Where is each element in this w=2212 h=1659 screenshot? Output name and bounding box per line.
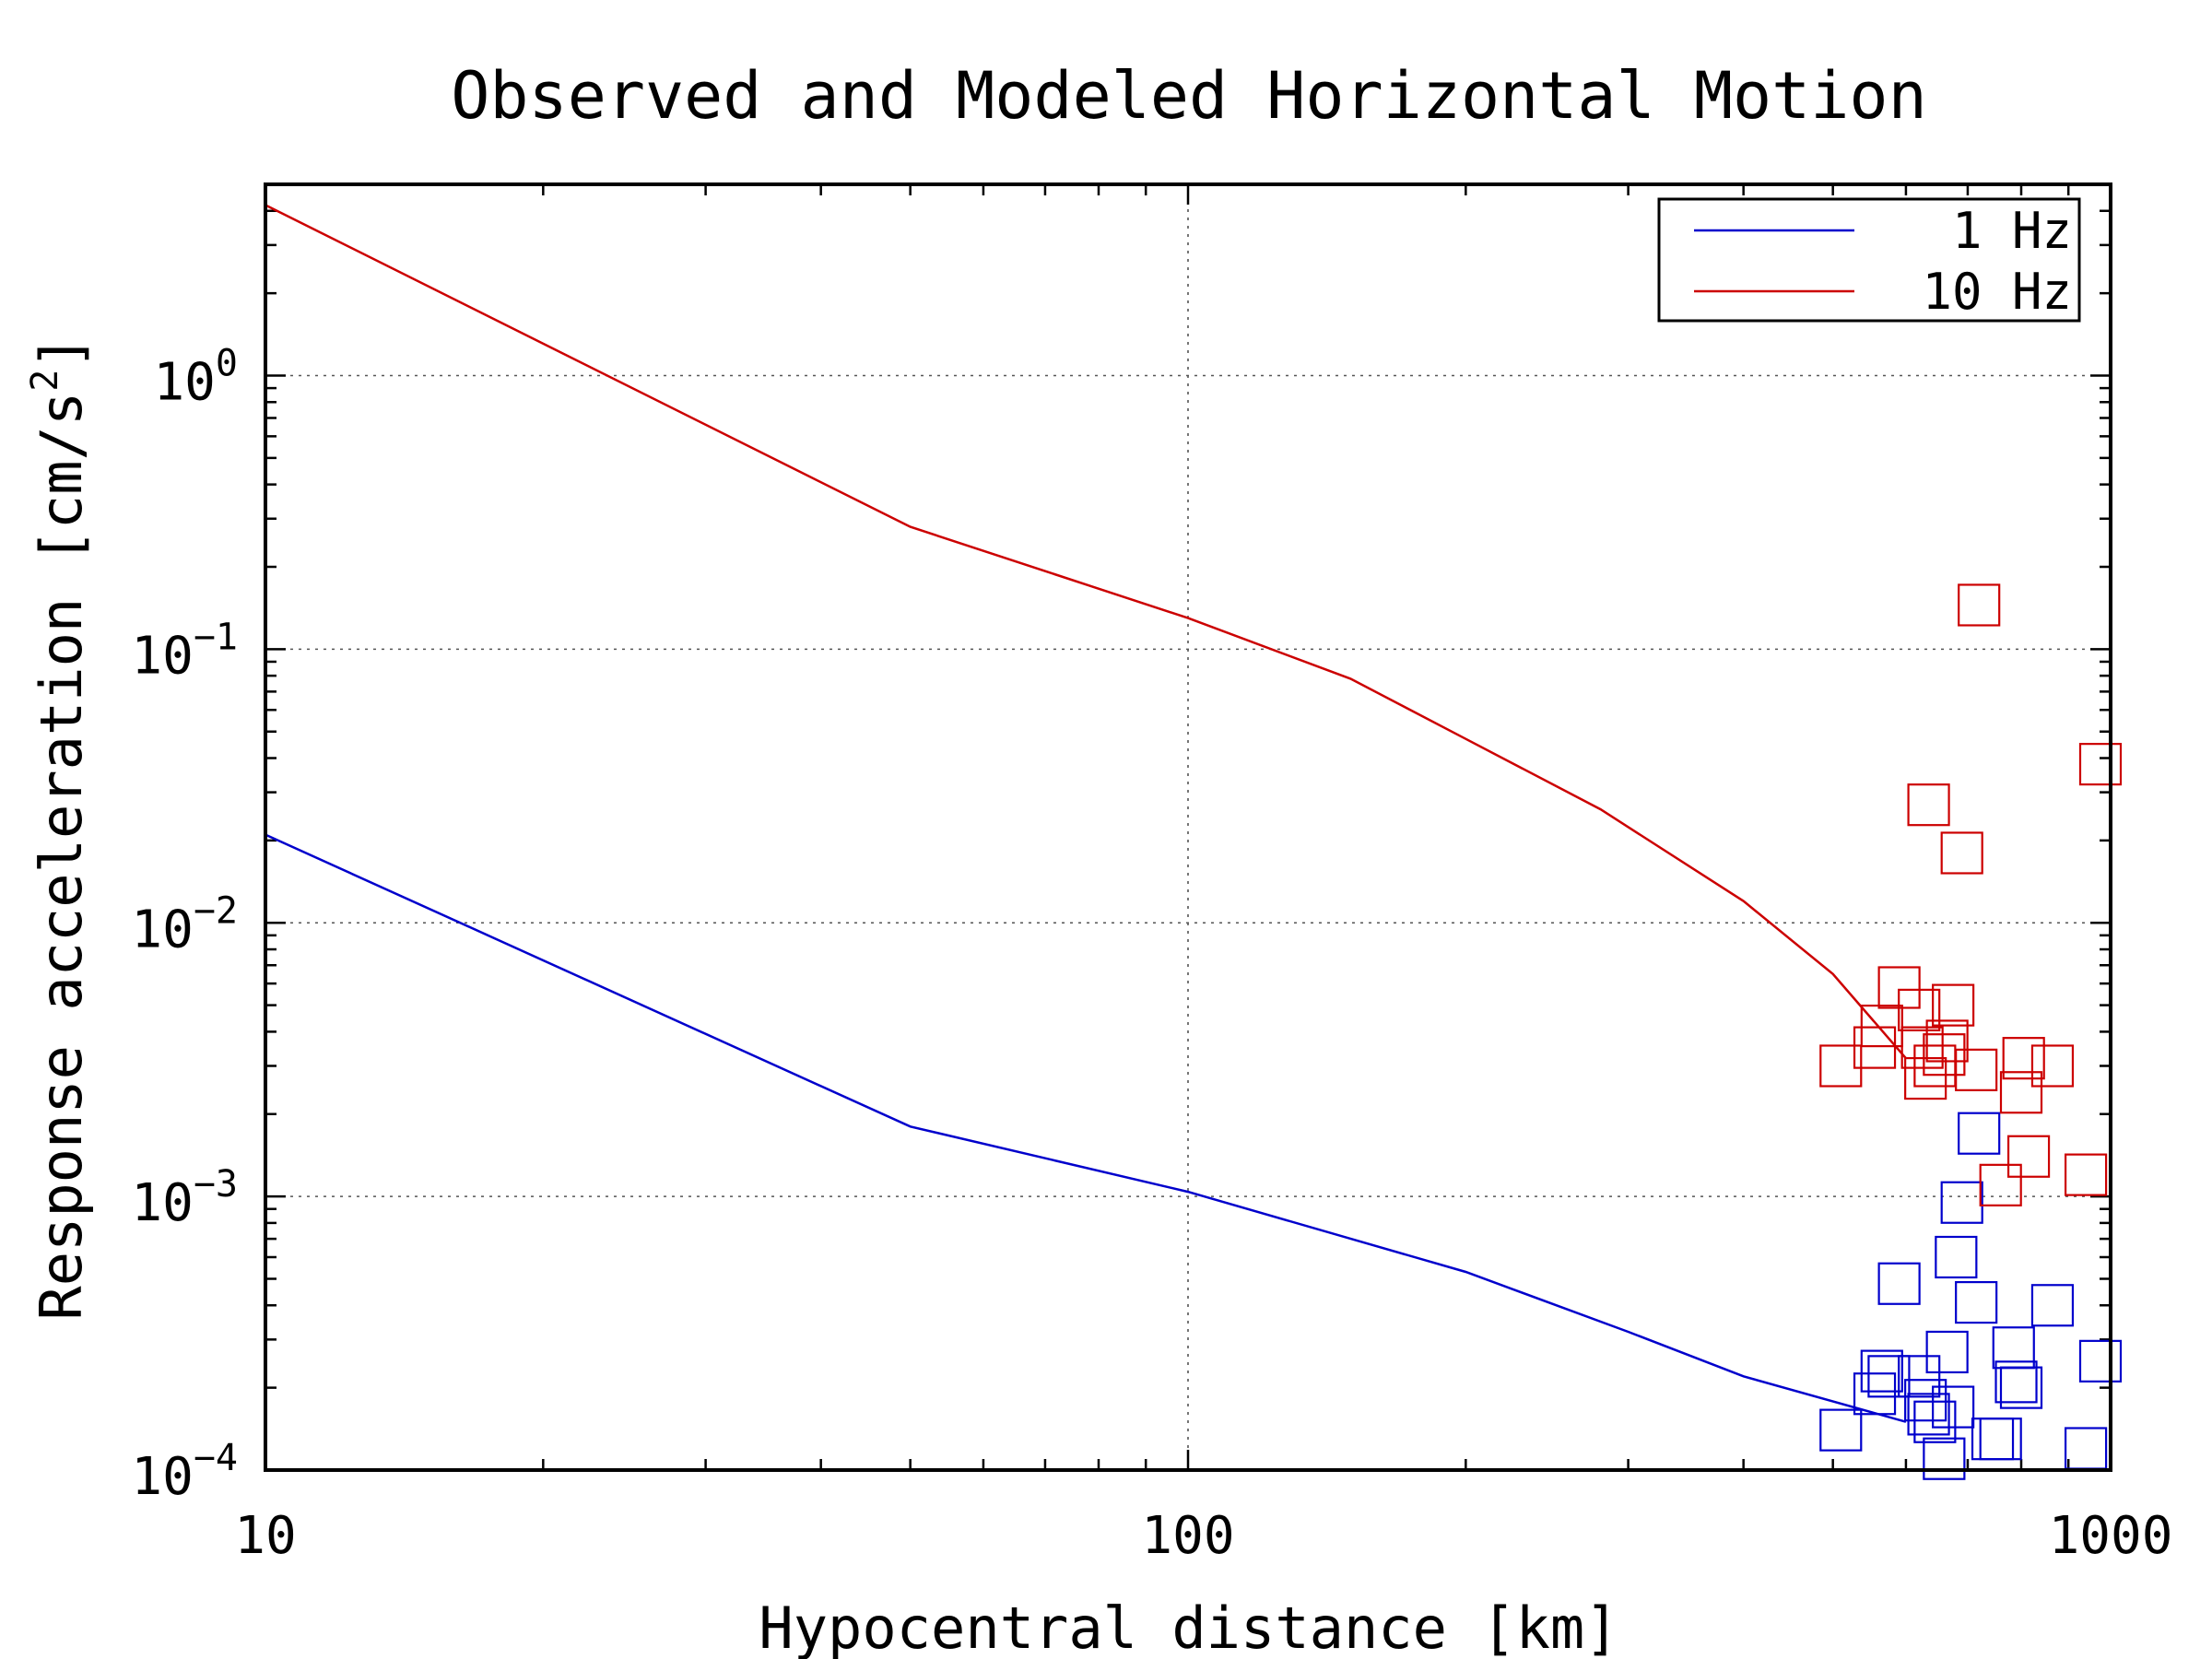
data-marker [1877, 1262, 1921, 1305]
data-marker [1853, 1026, 1897, 1069]
legend-box [1657, 197, 2081, 323]
data-marker [1913, 1400, 1957, 1443]
data-marker [1898, 988, 1941, 1031]
data-marker [1955, 1048, 1998, 1091]
data-marker [1923, 1437, 1966, 1480]
data-marker [2078, 1339, 2123, 1382]
data-marker [1958, 583, 2001, 627]
data-marker [1898, 1355, 1941, 1398]
data-marker [1853, 1372, 1897, 1416]
y-tick-label: 10−2 [131, 889, 238, 959]
y-axis-label-sup: 2 [24, 370, 66, 392]
y-tick-label: 10−3 [131, 1163, 238, 1233]
data-marker [1907, 783, 1950, 827]
y-axis-label: Response acceleration [cm/s2] [24, 335, 95, 1320]
x-axis-label: Hypocentral distance [km] [759, 1594, 1618, 1659]
data-marker [2006, 1135, 2051, 1178]
plot-frame [264, 182, 2112, 1472]
data-marker [1994, 1360, 2038, 1404]
x-tick-label: 100 [1141, 1506, 1234, 1566]
data-marker [1955, 1280, 1998, 1324]
x-tick-label: 10 [234, 1506, 296, 1566]
y-tick-label: 10−1 [131, 616, 238, 686]
y-axis-label-base: Response acceleration [cm/s [28, 392, 95, 1321]
x-tick-labels: 10 100 1000 [234, 1506, 2172, 1566]
y-tick-labels: 100 10−1 10−2 10−3 10−4 [131, 343, 238, 1507]
series-line-1 [265, 204, 1907, 1060]
data-marker [2030, 1044, 2075, 1088]
data-marker [1907, 1393, 1950, 1436]
data-marker [1860, 1005, 1903, 1048]
data-marker [1979, 1163, 2022, 1206]
legend: 1 Hz 10 Hz [1657, 197, 2081, 323]
data-marker [2065, 1153, 2108, 1196]
series [265, 204, 2123, 1480]
data-marker [2030, 1284, 2075, 1327]
data-marker [1999, 1071, 2043, 1114]
series-line-0 [265, 833, 1907, 1423]
data-marker [2078, 743, 2123, 786]
data-marker [1940, 831, 1983, 875]
data-marker [1925, 1330, 1969, 1374]
data-marker [1958, 1112, 2001, 1155]
y-axis-label-close: ] [28, 335, 95, 369]
data-marker [1860, 1349, 1903, 1393]
data-marker [1940, 1181, 1983, 1224]
legend-label-10hz: 10 Hz [1922, 263, 2072, 321]
data-marker [1925, 1019, 1969, 1063]
data-marker [1979, 1418, 2022, 1461]
y-tick-label: 100 [153, 343, 238, 413]
legend-label-1hz: 1 Hz [1952, 202, 2072, 260]
x-tick-label: 1000 [2049, 1506, 2173, 1566]
chart-title: Observed and Modeled Horizontal Motion [451, 58, 1926, 134]
data-marker [1819, 1044, 1863, 1088]
data-marker [1900, 1026, 1944, 1069]
data-marker [1819, 1408, 1863, 1452]
data-marker [1932, 983, 1975, 1027]
data-marker [1935, 1235, 1978, 1279]
data-marker [1904, 1056, 1947, 1100]
y-tick-label: 10−4 [131, 1437, 238, 1507]
data-marker [1904, 1379, 1947, 1422]
data-marker [2002, 1037, 2045, 1080]
data-marker [1932, 1385, 1975, 1429]
data-marker [1867, 1355, 1911, 1398]
data-marker [1999, 1366, 2043, 1409]
data-marker [1923, 1033, 1966, 1077]
